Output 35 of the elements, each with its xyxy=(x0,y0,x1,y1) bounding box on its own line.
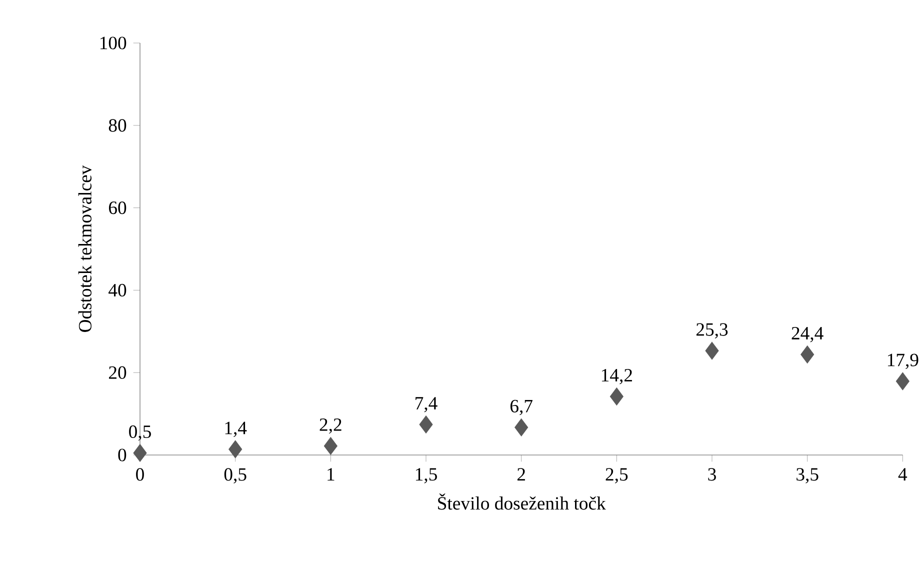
x-tick-label: 0 xyxy=(136,468,144,481)
data-label: 24,4 xyxy=(792,326,824,342)
point xyxy=(896,372,910,390)
x-tick-label: 3,5 xyxy=(796,468,818,484)
x-tick-label: 0,5 xyxy=(224,468,246,484)
y-tick-label: 0 xyxy=(118,448,126,462)
x-tick-label: 2 xyxy=(517,468,525,481)
point xyxy=(514,418,528,436)
point xyxy=(133,444,147,462)
x-tick-label: 2,5 xyxy=(606,468,628,484)
point xyxy=(705,342,719,360)
x-tick-label: 1,5 xyxy=(416,468,437,484)
x-tick-label: 3 xyxy=(708,468,716,481)
y-tick-label: 20 xyxy=(108,366,126,379)
data-label: 7,4 xyxy=(416,397,438,412)
y-axis-title: Odstotek tekmovalcev xyxy=(78,165,92,332)
point xyxy=(228,440,242,458)
y-tick-label: 60 xyxy=(108,201,126,214)
data-label: 1,4 xyxy=(225,422,247,437)
x-axis-title: Število doseženih točk xyxy=(438,493,606,510)
point xyxy=(324,437,338,455)
data-label: 0,5 xyxy=(129,425,151,441)
data-label: 14,2 xyxy=(602,369,632,384)
point xyxy=(610,388,624,406)
data-label: 6,7 xyxy=(510,400,532,416)
x-tick-label: 1 xyxy=(328,468,334,480)
y-tick-label: 80 xyxy=(108,119,126,132)
point xyxy=(800,346,814,364)
data-label: 17,9 xyxy=(888,354,918,369)
data-label: 2,2 xyxy=(320,418,342,434)
x-tick-label: 4 xyxy=(898,468,908,480)
y-tick-label: 100 xyxy=(100,36,126,50)
data-label: 25,3 xyxy=(696,323,728,338)
y-tick-label: 40 xyxy=(108,284,126,297)
point xyxy=(419,416,433,434)
